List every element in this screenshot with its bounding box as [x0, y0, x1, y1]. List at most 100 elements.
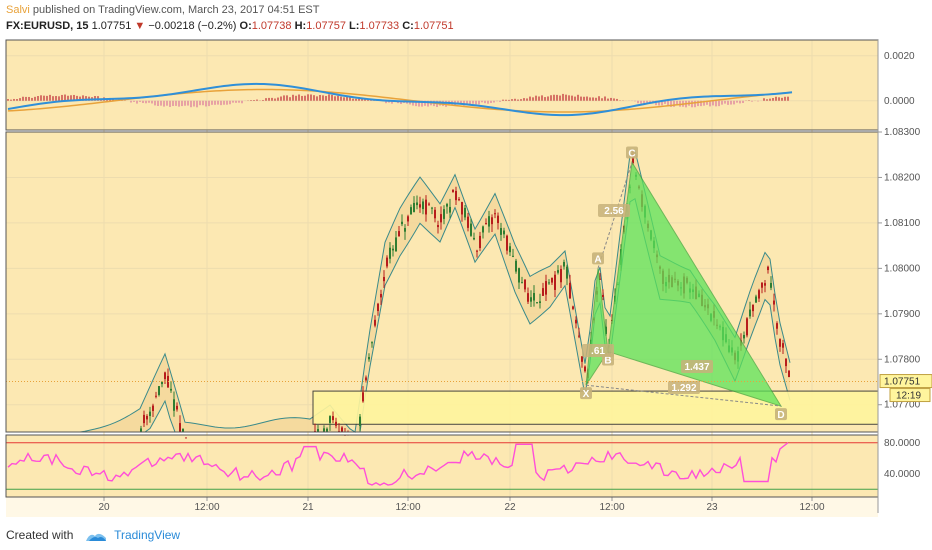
- time-axis-label: 12:00: [194, 502, 219, 513]
- candle-body: [536, 302, 538, 304]
- candle-body: [404, 228, 406, 232]
- candle-body: [470, 223, 472, 236]
- close-value: 1.07751: [413, 20, 454, 32]
- candle-body: [152, 405, 154, 412]
- pattern-point-badge: [580, 387, 592, 400]
- pattern-point-label: C: [628, 148, 635, 159]
- symbol-label: FX:EURUSD, 15: [6, 20, 89, 32]
- candle-body: [599, 278, 601, 280]
- high-value: 1.07757: [306, 20, 346, 32]
- time-axis-label: 22: [504, 502, 516, 513]
- candle-body: [752, 304, 754, 312]
- candle-body: [341, 427, 343, 432]
- candle-body: [419, 204, 421, 208]
- price-axis-label: 1.07700: [884, 400, 921, 411]
- candle-body: [380, 293, 382, 298]
- candle-body: [584, 366, 586, 372]
- candle-body: [377, 303, 379, 312]
- price-axis-label: 1.08100: [884, 218, 921, 229]
- candle-body: [572, 306, 574, 309]
- candle-body: [449, 206, 451, 213]
- candle-body: [782, 343, 784, 348]
- candle-body: [755, 296, 757, 303]
- author-name[interactable]: Salvi: [6, 4, 30, 16]
- macd-panel-bg: [6, 40, 878, 130]
- candle-body: [743, 334, 745, 339]
- candle-body: [410, 207, 412, 215]
- rsi-line: [7, 442, 789, 486]
- last-price-label: 1.07751: [884, 377, 921, 388]
- countdown-badge: [889, 388, 931, 403]
- candle-body: [173, 399, 175, 411]
- candle-body: [485, 223, 487, 225]
- candle-body: [758, 290, 760, 299]
- last-price: 1.07751: [91, 20, 132, 32]
- price-axis-label: 1.08000: [884, 263, 921, 274]
- candle-body: [779, 339, 781, 347]
- macd-axis-label: 0.0000: [884, 96, 915, 107]
- candle-body: [539, 301, 541, 303]
- candle-body: [527, 293, 529, 302]
- macd-line: [7, 82, 793, 117]
- pattern-ratio-badge: [598, 204, 630, 217]
- rsi-axis-label: 40.0000: [884, 469, 921, 480]
- countdown-label: 12:19: [896, 391, 921, 402]
- candle-body: [746, 318, 748, 336]
- time-axis-label: 12:00: [799, 502, 824, 513]
- candle-body: [140, 428, 142, 432]
- candle-body: [452, 189, 454, 193]
- candle-body: [179, 423, 181, 432]
- tradingview-logo-icon: [85, 533, 106, 541]
- pattern-point-label: X: [583, 389, 590, 400]
- candle-body: [434, 209, 436, 219]
- candle-body: [482, 226, 484, 233]
- footer: Created with TradingView: [6, 528, 180, 542]
- candle-body: [521, 282, 523, 284]
- candle-body: [764, 283, 766, 286]
- open-value: 1.07738: [251, 20, 292, 32]
- candle-body: [494, 213, 496, 215]
- candle-body: [383, 276, 385, 282]
- time-axis-bg: [6, 497, 878, 517]
- pattern-ratio-label: 2.56: [604, 206, 624, 217]
- price-axis-label: 1.08300: [884, 127, 921, 138]
- low-label: L:: [349, 20, 360, 32]
- candle-body: [182, 428, 184, 432]
- candle-body: [335, 421, 337, 426]
- candle-body: [428, 203, 430, 205]
- candle-body: [374, 319, 376, 326]
- candle-body: [155, 395, 157, 397]
- pattern-point-badge: [592, 252, 604, 265]
- highlight-box: [312, 390, 879, 425]
- candle-body: [413, 202, 415, 212]
- candle-body: [395, 237, 397, 252]
- created-with-text: Created with: [6, 528, 74, 542]
- candle-body: [392, 248, 394, 251]
- candle-body: [407, 216, 409, 222]
- candle-body: [476, 250, 478, 252]
- candle-body: [359, 416, 361, 426]
- candle-body: [332, 416, 334, 421]
- candle-body: [422, 201, 424, 210]
- candle-body: [506, 235, 508, 251]
- open-label: O:: [239, 20, 252, 32]
- pattern-point-badge: [626, 146, 638, 159]
- candle-body: [365, 377, 367, 381]
- candle-body: [569, 282, 571, 299]
- candle-body: [605, 326, 607, 335]
- candle-body: [143, 414, 145, 424]
- candle-body: [500, 228, 502, 235]
- candle-body: [467, 216, 469, 228]
- candle-body: [329, 416, 331, 423]
- candle-body: [479, 235, 481, 249]
- pattern-ratio-badge: [582, 344, 614, 357]
- candle-body: [446, 204, 448, 207]
- tradingview-brand[interactable]: TradingView: [114, 528, 181, 542]
- candle-body: [326, 428, 328, 432]
- publish-text: published on TradingView.com, March 23, …: [32, 4, 320, 16]
- chart-svg[interactable]: 1.08300 1.08200 1.08100 1.08000 1.07900 1.078…: [0, 0, 932, 520]
- candle-body: [524, 279, 526, 290]
- candle-body: [164, 372, 166, 380]
- candle-body: [551, 277, 553, 283]
- price-axis-label: 1.08200: [884, 172, 921, 183]
